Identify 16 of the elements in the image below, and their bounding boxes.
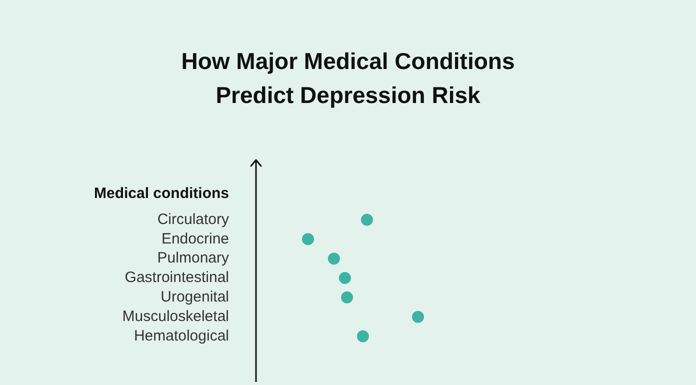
point bbox=[302, 233, 314, 246]
point bbox=[328, 252, 340, 265]
y-tick-label: Circulatory bbox=[157, 210, 230, 228]
point bbox=[341, 291, 354, 304]
point bbox=[412, 310, 424, 323]
y-tick-label: Gastrointestinal bbox=[124, 269, 229, 286]
y-axis-title: Medical conditions bbox=[94, 185, 229, 202]
y-tick-label: Endocrine bbox=[161, 230, 229, 248]
chart-title: How Major Medical Conditions Predict Depression Risk bbox=[180, 47, 516, 110]
point bbox=[338, 272, 351, 284]
point bbox=[360, 214, 373, 226]
point bbox=[356, 330, 369, 342]
y-tick-label: Urogenital bbox=[160, 288, 229, 306]
y-tick-label: Musculoskeletal bbox=[122, 308, 229, 325]
y-tick-label: Hematological bbox=[134, 327, 229, 344]
y-tick-label: Pulmonary bbox=[157, 250, 230, 267]
